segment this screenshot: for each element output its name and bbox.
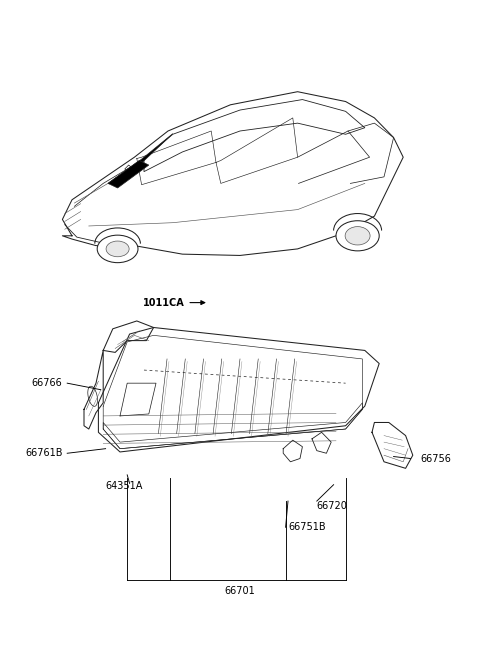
Text: 66701: 66701 bbox=[225, 586, 255, 596]
Text: 66720: 66720 bbox=[317, 500, 348, 511]
Text: 66751B: 66751B bbox=[288, 522, 325, 533]
Text: 66766: 66766 bbox=[32, 378, 62, 388]
Ellipse shape bbox=[336, 221, 379, 251]
Text: 66756: 66756 bbox=[420, 453, 451, 464]
Text: 1011CA: 1011CA bbox=[143, 297, 185, 308]
Text: 66761B: 66761B bbox=[25, 448, 62, 458]
Ellipse shape bbox=[106, 241, 129, 257]
Ellipse shape bbox=[97, 235, 138, 263]
Polygon shape bbox=[108, 160, 149, 188]
Ellipse shape bbox=[345, 227, 370, 245]
Polygon shape bbox=[108, 134, 173, 185]
Text: 64351A: 64351A bbox=[106, 481, 143, 491]
